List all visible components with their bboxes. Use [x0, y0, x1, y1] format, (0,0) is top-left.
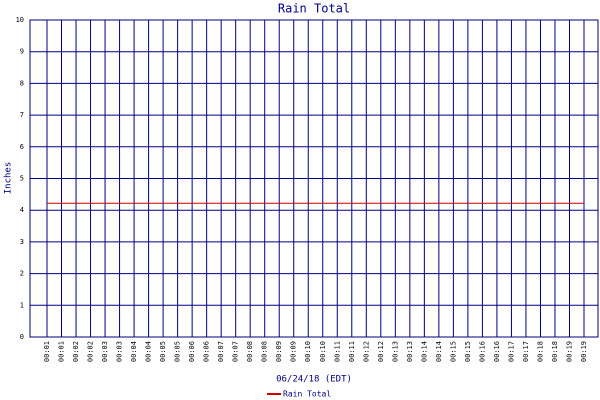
x-tick-label: 00:13 [406, 341, 414, 362]
x-tick-label: 00:01 [58, 341, 66, 362]
y-tick-label: 8 [20, 79, 24, 87]
x-tick-label: 00:15 [464, 341, 472, 362]
x-tick-label: 00:14 [435, 341, 443, 362]
y-axis-label: Inches [4, 162, 14, 195]
x-tick-label: 00:12 [377, 341, 385, 362]
y-tick-label: 3 [20, 238, 24, 246]
y-tick-label: 9 [20, 48, 24, 56]
x-tick-label: 00:08 [261, 341, 269, 362]
x-tick-label: 00:04 [145, 341, 153, 362]
x-tick-label: 00:02 [87, 341, 95, 362]
y-tick-label: 6 [20, 143, 24, 151]
x-tick-label: 00:05 [159, 341, 167, 362]
x-tick-label: 00:04 [130, 341, 138, 362]
x-tick-label: 00:13 [391, 341, 399, 362]
y-tick-label: 2 [20, 270, 24, 278]
x-tick-label: 00:17 [507, 341, 515, 362]
x-tick-label: 00:18 [551, 341, 559, 362]
x-tick-label: 00:06 [188, 341, 196, 362]
y-tick-label: 7 [20, 111, 24, 119]
x-tick-label: 00:19 [565, 341, 573, 362]
x-tick-label: 00:15 [449, 341, 457, 362]
x-tick-label: 00:02 [72, 341, 80, 362]
x-tick-label: 00:07 [217, 341, 225, 362]
x-tick-label: 00:14 [420, 341, 428, 362]
x-tick-label: 00:07 [232, 341, 240, 362]
x-tick-label: 00:03 [116, 341, 124, 362]
legend-label: Rain Total [283, 390, 331, 399]
x-tick-label: 00:09 [275, 341, 283, 362]
x-tick-label: 00:03 [101, 341, 109, 362]
x-tick-label: 00:08 [246, 341, 254, 362]
y-tick-label: 5 [20, 175, 24, 183]
x-tick-label: 00:12 [362, 341, 370, 362]
x-tick-label: 00:11 [348, 341, 356, 362]
x-tick-label: 00:06 [203, 341, 211, 362]
x-tick-label: 00:19 [580, 341, 588, 362]
x-tick-label: 00:01 [43, 341, 51, 362]
x-tick-label: 00:16 [478, 341, 486, 362]
y-tick-label: 1 [20, 301, 24, 309]
y-tick-label: 10 [16, 16, 24, 24]
x-tick-label: 00:10 [319, 341, 327, 362]
chart-title: Rain Total [278, 2, 350, 16]
x-tick-label: 00:16 [493, 341, 501, 362]
y-tick-label: 0 [20, 333, 24, 341]
x-tick-label: 00:10 [304, 341, 312, 362]
x-tick-label: 00:11 [333, 341, 341, 362]
x-tick-label: 00:18 [536, 341, 544, 362]
x-tick-label: 00:05 [174, 341, 182, 362]
x-axis-label: 06/24/18 (EDT) [276, 375, 352, 385]
x-tick-label: 00:09 [290, 341, 298, 362]
x-tick-label: 00:17 [522, 341, 530, 362]
y-tick-label: 4 [20, 206, 24, 214]
